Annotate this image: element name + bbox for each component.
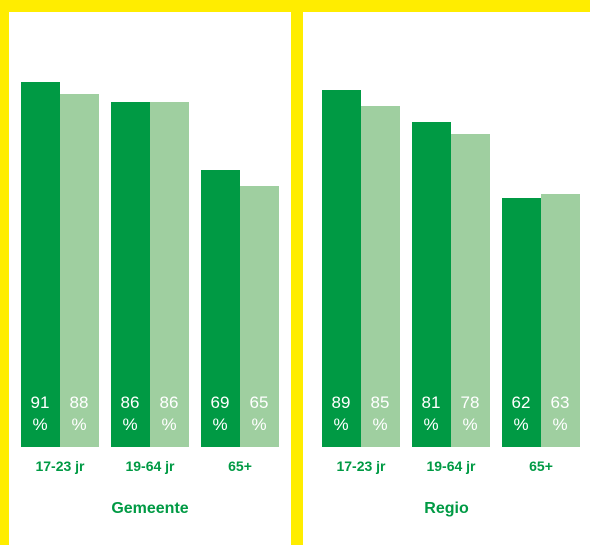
x-tick-label: 17-23 jr [35,458,85,474]
panel: 89 % 85 % 17-23 jr 81 % 78 % 19-64 jr 62 % 63 %… [303,12,590,545]
bar [361,106,400,447]
chart-title: Gemeente [111,500,189,517]
bar [502,198,541,447]
panel: 91 % 88 % 17-23 jr 86 % 86 % 19-64 jr 69 % 65 %… [9,12,291,545]
value-label: 89 % [331,393,351,434]
bar [150,102,189,447]
value-label: 86 % [159,393,179,434]
bar [541,194,580,447]
x-tick-label: 65+ [228,458,252,474]
value-label: 63 % [550,393,570,434]
bar [240,186,279,447]
bar [201,170,240,447]
bar [111,102,150,447]
bar [451,134,490,447]
value-label: 81 % [421,393,441,434]
x-tick-label: 17-23 jr [336,458,386,474]
bar [412,122,451,447]
value-label: 78 % [460,393,480,434]
bar [60,94,99,447]
bar [21,82,60,447]
x-tick-label: 19-64 jr [426,458,476,474]
value-label: 65 % [249,393,269,434]
x-tick-label: 19-64 jr [125,458,175,474]
value-label: 88 % [69,393,89,434]
value-label: 85 % [370,393,390,434]
chart-title: Regio [424,500,469,517]
value-label: 69 % [210,393,230,434]
bar [322,90,361,447]
value-label: 62 % [511,393,531,434]
x-tick-label: 65+ [529,458,553,474]
value-label: 91 % [30,393,50,434]
value-label: 86 % [120,393,140,434]
